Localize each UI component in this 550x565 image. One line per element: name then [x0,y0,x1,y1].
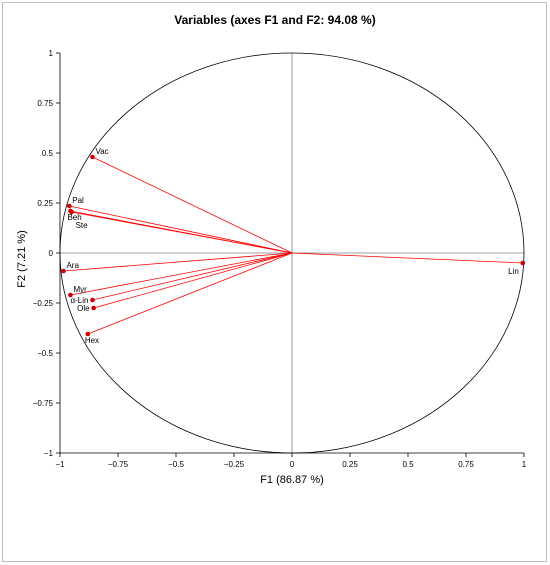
variable-point [68,292,73,298]
y-tick-label: −0.25 [33,299,54,308]
point-label: Ole [77,304,90,313]
y-axis-label: F2 (7.21 %) [16,230,28,287]
vector-line [92,156,293,254]
y-tick-label: −0.75 [33,399,54,408]
y-tick-label: 0.25 [37,199,53,208]
variable-point [520,260,526,266]
variable-point [85,331,91,337]
point-label: Ara [66,261,79,270]
point-label: α-Lin [71,296,89,305]
plot-area: 1 0.75 0.5 0.25 0 −0.25 −0.5 −0.75 −1−1 −0.75 −0.5… [33,49,527,469]
x-tick-label: −0.25 [224,460,245,469]
variable-point [90,297,95,303]
variable-point [91,305,96,311]
point-label: Myr [73,285,87,294]
variable-point [69,209,74,215]
y-tick-label: 0.75 [37,99,53,108]
y-tick-label: 0 [49,249,54,258]
vector-line [71,211,293,254]
point-label: Ste [76,221,89,230]
y-tick-label: −0.5 [37,349,53,358]
x-tick-label: 0 [290,460,295,469]
x-tick-label: −1 [55,460,65,469]
x-axis-label: F1 (86.87 %) [260,474,324,486]
vector-line [92,252,293,301]
correlation-circle-chart: Variables (axes F1 and F2: 94.08 %) F1 (… [16,13,527,486]
chart-title: Variables (axes F1 and F2: 94.08 %) [174,13,375,27]
vector-line [291,252,523,264]
x-tick-label: 0.75 [458,460,474,469]
point-label: Beh [67,213,81,222]
point-label: Vac [95,147,108,156]
variable-point [90,154,95,160]
x-tick-label: 1 [522,460,527,469]
x-tick-label: −0.75 [108,460,129,469]
vector-line [93,252,293,309]
vector-line [70,252,293,296]
x-tick-label: 0.25 [342,460,358,469]
vector-line [63,252,293,272]
vector-line [69,205,293,254]
point-label: Pal [72,196,84,205]
point-label: Lin [508,267,519,276]
x-tick-label: 0.5 [402,460,414,469]
y-tick-label: 0.5 [42,149,54,158]
y-tick-label: −1 [44,449,54,458]
variable-point [61,268,66,274]
variable-point [66,203,72,209]
vector-line [87,252,293,335]
x-tick-label: −0.5 [168,460,184,469]
point-label: Hex [85,336,99,345]
y-tick-label: 1 [49,49,54,58]
